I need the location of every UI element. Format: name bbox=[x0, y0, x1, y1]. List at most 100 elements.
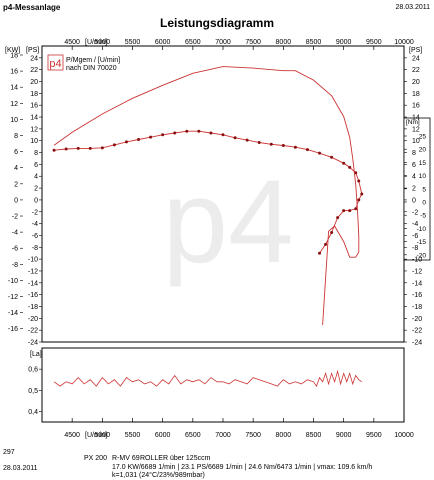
nm-tick-label: 0 bbox=[422, 200, 426, 207]
power-point bbox=[173, 131, 177, 135]
bottom-x-tick-label: 5000 bbox=[95, 432, 111, 439]
power-point bbox=[330, 155, 334, 159]
ps-right-tick-label: -22 bbox=[412, 328, 422, 335]
nm-tick-label: -20 bbox=[417, 252, 427, 259]
power-point bbox=[348, 209, 352, 213]
bottom-x-tick-label: 9500 bbox=[366, 432, 382, 439]
footer-correction: k=1,031 (24°C/23%/989mbar) bbox=[112, 472, 205, 479]
top-x-tick-label: 9000 bbox=[336, 39, 352, 46]
ps-right-tick-label: -24 bbox=[412, 340, 422, 347]
lambda-unit-label: [La] bbox=[30, 351, 42, 358]
kw-tick-label: 4 bbox=[14, 165, 18, 172]
ps-right-tick-label: 6 bbox=[412, 162, 416, 169]
kw-tick-label: 0 bbox=[14, 197, 18, 204]
kw-tick-label: -10 bbox=[8, 278, 18, 285]
power-point bbox=[269, 142, 273, 146]
ps-left-tick-label: 8 bbox=[34, 150, 38, 157]
ps-left-tick-label: 14 bbox=[30, 115, 38, 122]
ps-right-tick-label: -20 bbox=[412, 316, 422, 323]
power-point bbox=[318, 151, 322, 155]
p4-logo: p4 bbox=[49, 58, 61, 70]
ps-right-tick-label: -6 bbox=[412, 233, 418, 240]
top-x-tick-label: 8000 bbox=[276, 39, 292, 46]
ps-right-tick-label: -14 bbox=[412, 280, 422, 287]
ps-left-tick-label: 4 bbox=[34, 174, 38, 181]
lambda-tick-label: 0,5 bbox=[28, 388, 38, 395]
power-point bbox=[305, 148, 309, 152]
watermark-text: p4 bbox=[162, 156, 293, 288]
left-kw-axis: 18 16 14 12 10 8 6 4 2 0 -2 -4 -6 -8 -10 -12 -14 -16 bbox=[8, 52, 23, 333]
kw-tick-label: 8 bbox=[14, 133, 18, 140]
ps-right-tick-label: -4 bbox=[412, 221, 418, 228]
kw-tick-label: -8 bbox=[12, 262, 18, 269]
ps-right-tick-label: 12 bbox=[412, 126, 420, 133]
ps-left-tick-label: -2 bbox=[32, 209, 38, 216]
footer-variant: R-MV 69 bbox=[112, 455, 140, 462]
power-point bbox=[342, 209, 346, 213]
power-point bbox=[185, 129, 189, 133]
app-title: p4-Messanlage bbox=[3, 3, 61, 12]
lambda-tick-label: 0,4 bbox=[28, 409, 38, 416]
top-x-tick-label: 8500 bbox=[306, 39, 322, 46]
power-point bbox=[357, 179, 361, 183]
power-point bbox=[100, 146, 104, 150]
ps-left-tick-label: 24 bbox=[30, 55, 38, 62]
ps-right-tick-label: -10 bbox=[412, 257, 422, 264]
bottom-x-tick-label: 10000 bbox=[394, 432, 414, 439]
ps-right-tick-label: 24 bbox=[412, 55, 420, 62]
bottom-x-tick-label: 5500 bbox=[125, 432, 141, 439]
kw-unit-label: [KW] bbox=[5, 47, 20, 54]
bottom-x-tick-label: 6500 bbox=[185, 432, 201, 439]
top-x-tick-label: 5500 bbox=[125, 39, 141, 46]
nm-tick-label: -5 bbox=[420, 213, 426, 220]
left-ps-axis: 242220181614121086420-2-4-6-8-10-12-14-1… bbox=[28, 55, 42, 347]
nm-axis-box bbox=[403, 117, 431, 261]
power-point bbox=[149, 135, 153, 139]
power-point bbox=[330, 230, 334, 234]
footer-vehicle: ROLLER über 125ccm bbox=[140, 455, 211, 462]
ps-right-tick-label: 16 bbox=[412, 103, 420, 110]
kw-tick-label: -16 bbox=[8, 326, 18, 333]
right-ps-axis: 242220181614121086420-2-4-6-8-10-12-14-1… bbox=[404, 55, 422, 347]
kw-tick-label: 12 bbox=[10, 101, 18, 108]
power-point bbox=[245, 138, 249, 142]
bottom-x-tick-label: 7000 bbox=[215, 432, 231, 439]
top-x-tick-label: 6000 bbox=[155, 39, 171, 46]
ps-unit-label-right: [PS] bbox=[409, 47, 422, 54]
power-point bbox=[357, 198, 361, 202]
lambda-tick-label: 0,6 bbox=[28, 367, 38, 374]
header-date: 28.03.2011 bbox=[395, 4, 430, 11]
ps-right-tick-label: 0 bbox=[412, 197, 416, 204]
power-point bbox=[197, 129, 201, 133]
ps-left-tick-label: 12 bbox=[30, 126, 38, 133]
ps-left-tick-label: -8 bbox=[32, 245, 38, 252]
power-point bbox=[88, 146, 92, 150]
power-point bbox=[233, 136, 237, 140]
bottom-x-tick-label: 4500 bbox=[64, 432, 80, 439]
power-point bbox=[354, 207, 358, 211]
footer-results: 17.0 KW/6689 1/min | 23.1 PS/6689 1/min … bbox=[112, 464, 373, 471]
p4-logo-box bbox=[47, 54, 64, 71]
power-point bbox=[336, 216, 340, 220]
nm-tick-label: 20 bbox=[419, 147, 427, 154]
ps-right-tick-label: -2 bbox=[412, 209, 418, 216]
top-x-unit-label: [U/min] bbox=[85, 39, 107, 46]
power-point bbox=[209, 131, 213, 135]
power-point bbox=[342, 161, 346, 165]
ps-left-tick-label: 0 bbox=[34, 197, 38, 204]
ps-left-tick-label: -4 bbox=[32, 221, 38, 228]
power-point bbox=[221, 133, 225, 137]
kw-tick-label: -6 bbox=[12, 246, 18, 253]
power-point bbox=[257, 140, 261, 144]
ps-right-tick-label: 18 bbox=[412, 91, 420, 98]
kw-tick-label: 6 bbox=[14, 149, 18, 156]
ps-right-tick-label: 22 bbox=[412, 67, 420, 74]
nm-tick-label: 25 bbox=[419, 134, 427, 141]
bottom-x-tick-label: 9000 bbox=[336, 432, 352, 439]
top-x-tick-label: 6500 bbox=[185, 39, 201, 46]
power-point bbox=[76, 146, 80, 150]
bottom-x-tick-label: 7500 bbox=[245, 432, 261, 439]
ps-right-tick-label: 20 bbox=[412, 79, 420, 86]
top-x-tick-label: 10000 bbox=[394, 39, 414, 46]
ps-left-tick-label: 20 bbox=[30, 79, 38, 86]
